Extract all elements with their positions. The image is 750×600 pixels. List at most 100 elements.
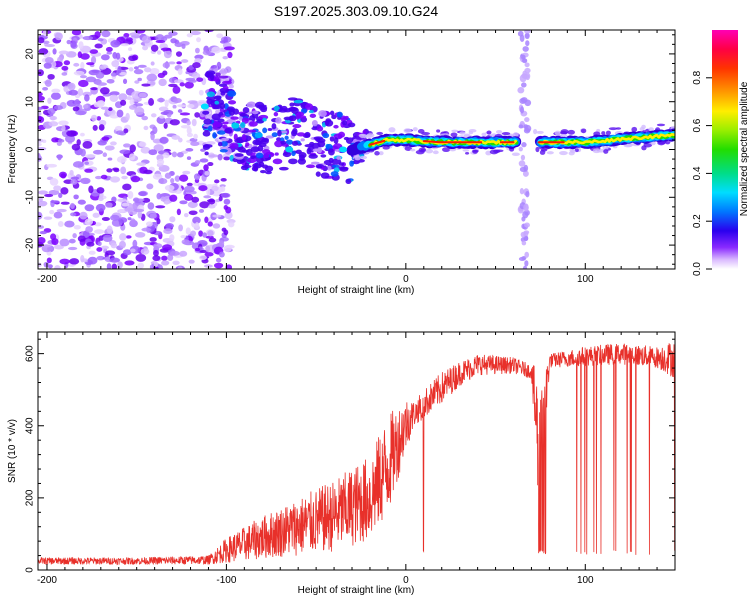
spectrogram-halo [641,145,647,151]
spectrogram-halo [464,133,471,137]
spectrogram-noise-blob [101,216,110,221]
snr-frame [37,331,676,571]
spectrogram-halo [354,155,361,161]
spectrogram-blob [239,159,245,164]
spectrogram-noise-blob [73,70,85,76]
spectrogram-noise-blob [149,81,156,86]
spectrogram-noise-blob [89,49,99,54]
spectrogram-stripe [524,222,530,228]
spectrogram-noise-blob [156,218,161,225]
spectrogram-blob [333,124,339,129]
spectrogram-noise-blob [199,158,209,163]
spectrogram-halo [648,127,654,132]
spectrogram-blob [345,178,352,185]
spectrogram-blob [212,121,222,128]
spectrogram-noise-blob [124,260,135,266]
spectrogram-blob [299,154,305,162]
spectrogram-noise-blob [171,151,178,158]
spectrogram-noise-blob [152,243,163,249]
spectrogram-noise-blob [196,37,202,43]
spectrogram-noise-blob [161,255,168,261]
spectrogram-noise-blob [191,118,197,127]
spectrogram-noise-blob [207,221,213,227]
spectrogram-noise-blob [192,216,201,224]
colorbar-gradient [712,30,738,269]
spectrogram-noise-blob [111,263,118,269]
spectrogram-halo [639,127,645,132]
spectrogram-noise-blob [207,162,214,167]
spectrogram-noise-blob [188,79,197,83]
spectrogram-noise-blob [163,34,173,39]
spectrogram-stripe [520,154,526,161]
spectrogram-noise-blob [182,170,191,175]
spectrogram-noise-blob [132,239,138,248]
y-tick-label: 10 [25,96,36,108]
spectrogram-noise-blob [122,249,132,256]
x-tick-label: 100 [577,274,594,285]
spectrogram-noise-blob [133,103,144,107]
spectrogram-noise-blob [205,245,211,252]
spectrogram-noise-blob [112,51,118,59]
spectrogram-noise-blob [38,153,42,162]
spectrogram-noise-blob [218,251,225,258]
spectrogram-noise-blob [194,247,201,252]
spectrogram-stripe [518,124,524,129]
spectrogram-noise-blob [163,228,173,235]
spectrogram-noise-blob [158,178,168,185]
spectrogram-noise-blob [152,173,163,180]
spectrogram-noise-blob [119,233,127,241]
colorbar-tick-label: 0.6 [692,118,703,132]
spectrogram-noise-blob [43,261,50,268]
spectrogram-noise-blob [53,211,63,219]
spectrogram-noise-blob [190,141,200,147]
spectrogram-halo [462,149,470,152]
spectrogram-blob [211,113,221,121]
spectrogram-noise-blob [109,91,120,96]
spectrogram-noise-blob [158,106,169,112]
spectrogram-noise-blob [95,175,103,180]
y-tick-label: 400 [25,417,36,434]
spectrogram-noise-blob [58,50,69,55]
spectrogram-noise-blob [176,208,181,216]
spectrogram-noise-blob [82,35,94,41]
spectrogram-noise-blob [47,97,52,104]
spectrogram-blob [271,123,277,130]
spectrogram-noise-blob [228,84,234,89]
spectrogram-noise-blob [176,61,182,65]
spectrogram-noise-blob [187,100,198,104]
spectrogram-noise-blob [66,39,72,45]
spectrogram-blob [280,130,288,134]
spectrogram-noise-blob [172,97,182,104]
spectrogram-noise-blob [151,113,157,118]
spectrogram-noise-blob [114,125,123,132]
spectrogram-blob [318,110,327,117]
spectrogram-blob [203,118,212,125]
spectrogram-blob [280,140,287,145]
spectrogram-stripe [518,160,526,167]
spectrogram-blob [308,153,318,159]
snr-x-label: Height of straight line (km) [298,585,415,596]
spectrogram-stripe [523,127,531,134]
spectrogram-noise-blob [190,30,201,36]
spectrogram-blob [262,127,268,134]
spectrogram-noise-blob [223,198,231,205]
spectrogram-noise-blob [86,62,95,66]
spectrogram-noise-blob [219,68,228,75]
spectrogram-noise-blob [186,182,193,187]
spectrogram-noise-blob [163,200,170,205]
spectrogram-blob [309,141,315,146]
spectrogram-noise-blob [118,209,125,213]
spectrogram-noise-blob [207,204,216,209]
spectrogram-noise-blob [169,216,176,223]
spectrogram-blob [246,101,257,108]
spectrogram-noise-blob [223,204,229,210]
spectrogram-noise-blob [183,185,195,193]
spectrogram-noise-blob [180,235,187,239]
snr-y-label: SNR (10 * v/v) [7,419,18,483]
spectrogram-noise-blob [91,69,101,74]
spectrogram-noise-blob [97,38,104,42]
spectrogram-noise-blob [224,211,233,220]
spectrogram-noise-blob [51,88,61,93]
spectrogram-noise-blob [97,140,107,146]
spectrogram-noise-blob [42,86,49,91]
